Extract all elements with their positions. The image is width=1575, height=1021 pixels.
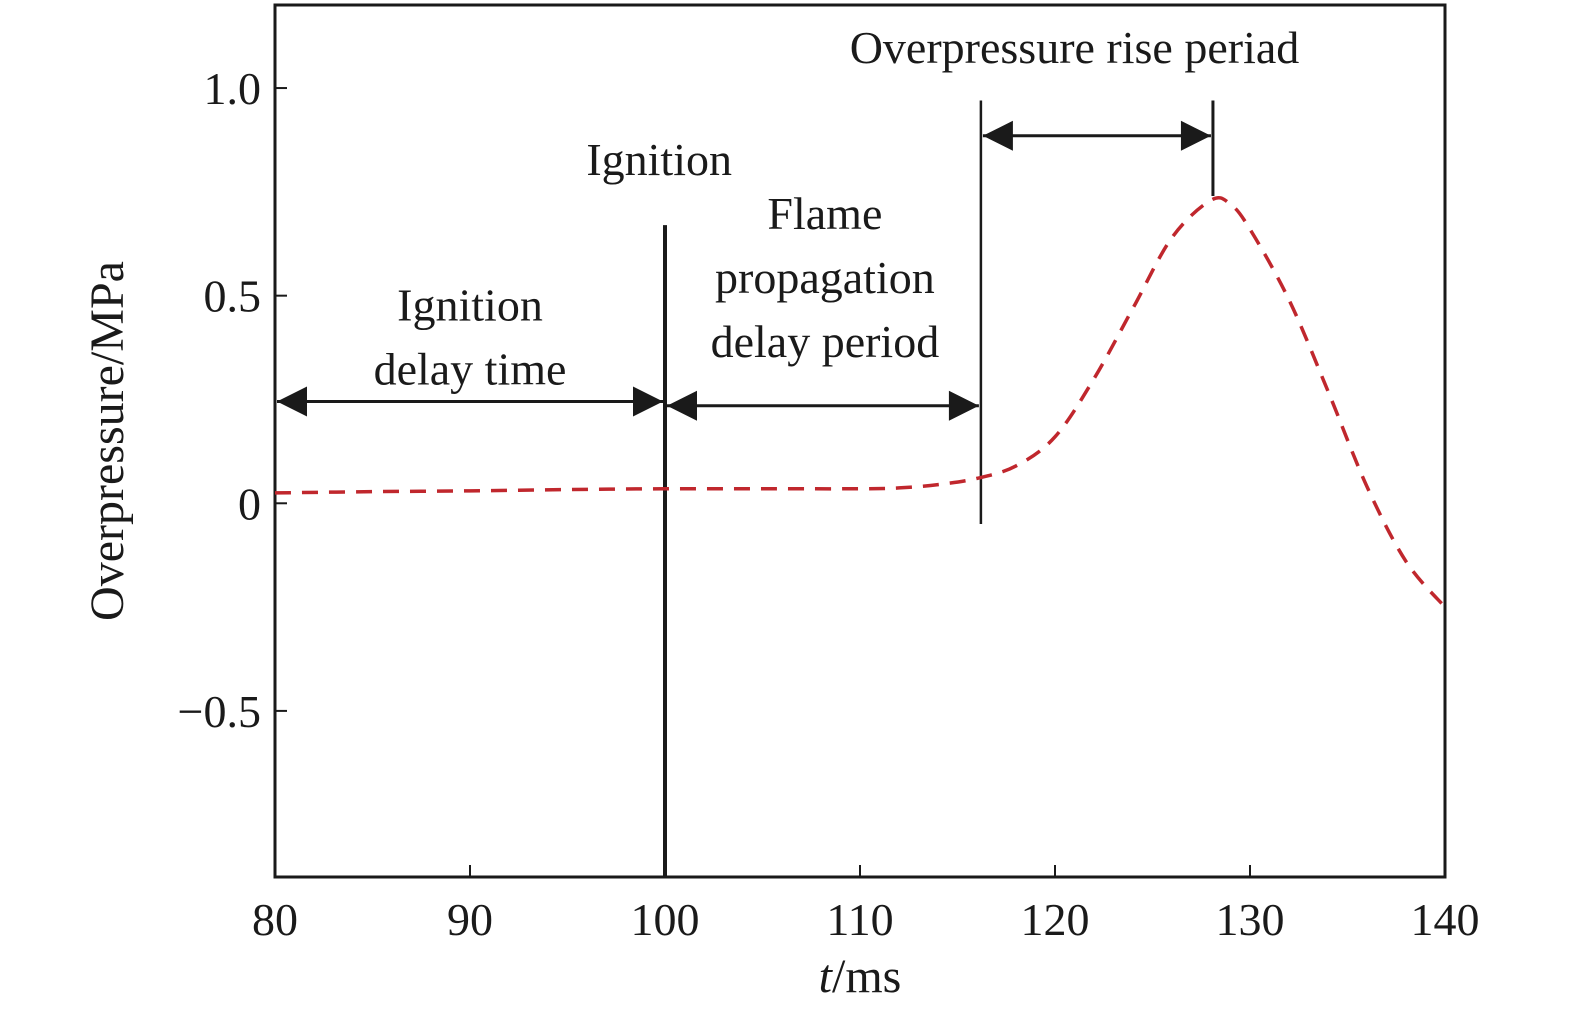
y-tick-label: −0.5: [178, 686, 261, 737]
x-tick-label: 100: [631, 894, 700, 945]
y-tick-label: 0: [238, 478, 261, 529]
x-axis-label-variable: t: [819, 950, 834, 1003]
annotation-line: propagation: [715, 252, 935, 303]
y-tick-label: 1.0: [204, 63, 262, 114]
annotation-line: Flame: [767, 188, 882, 239]
x-axis-label-unit: /ms: [832, 950, 901, 1003]
annotation-text: Overpressure rise periad: [850, 22, 1300, 73]
annotation-line: Ignition: [397, 280, 543, 331]
arrowhead-right: [948, 390, 979, 421]
arrowhead-left: [667, 390, 697, 421]
y-axis-label: Overpressure/MPa: [81, 261, 134, 621]
arrowhead-right: [1180, 120, 1211, 151]
series-group: [274, 196, 1447, 609]
annotation-text: Flame propagation delay period: [711, 188, 940, 367]
annotation-line: delay time: [374, 344, 567, 395]
x-axis-label: t/ms: [819, 950, 902, 1003]
annotations: Ignition delay time Ignition Flame propagati…: [374, 22, 1300, 394]
arrowhead-left: [277, 386, 307, 417]
y-tick-label: 0.5: [204, 271, 262, 322]
arrowhead-right: [633, 386, 663, 417]
y-axis-ticks: −0.5 0 0.5 1.0: [178, 63, 287, 737]
x-tick-label: 140: [1411, 894, 1480, 945]
arrowhead-left: [982, 120, 1013, 151]
annotation-line: Overpressure rise periad: [850, 22, 1300, 73]
marker-lines: [663, 100, 1215, 877]
period-arrows: [277, 120, 1211, 421]
x-tick-label: 130: [1216, 894, 1285, 945]
annotation-text: Ignition delay time: [374, 280, 567, 395]
annotation-text: Ignition: [586, 134, 732, 185]
annotation-line: delay period: [711, 316, 940, 367]
x-tick-label: 90: [447, 894, 493, 945]
annotation-line: Ignition: [586, 134, 732, 185]
x-tick-label: 110: [826, 894, 893, 945]
overpressure-curve: [274, 196, 1447, 609]
x-tick-label: 80: [252, 894, 298, 945]
x-tick-label: 120: [1021, 894, 1090, 945]
plot-frame: [273, 3, 1447, 879]
x-axis-ticks: 80 90 100 110 120 130 140: [252, 865, 1480, 945]
